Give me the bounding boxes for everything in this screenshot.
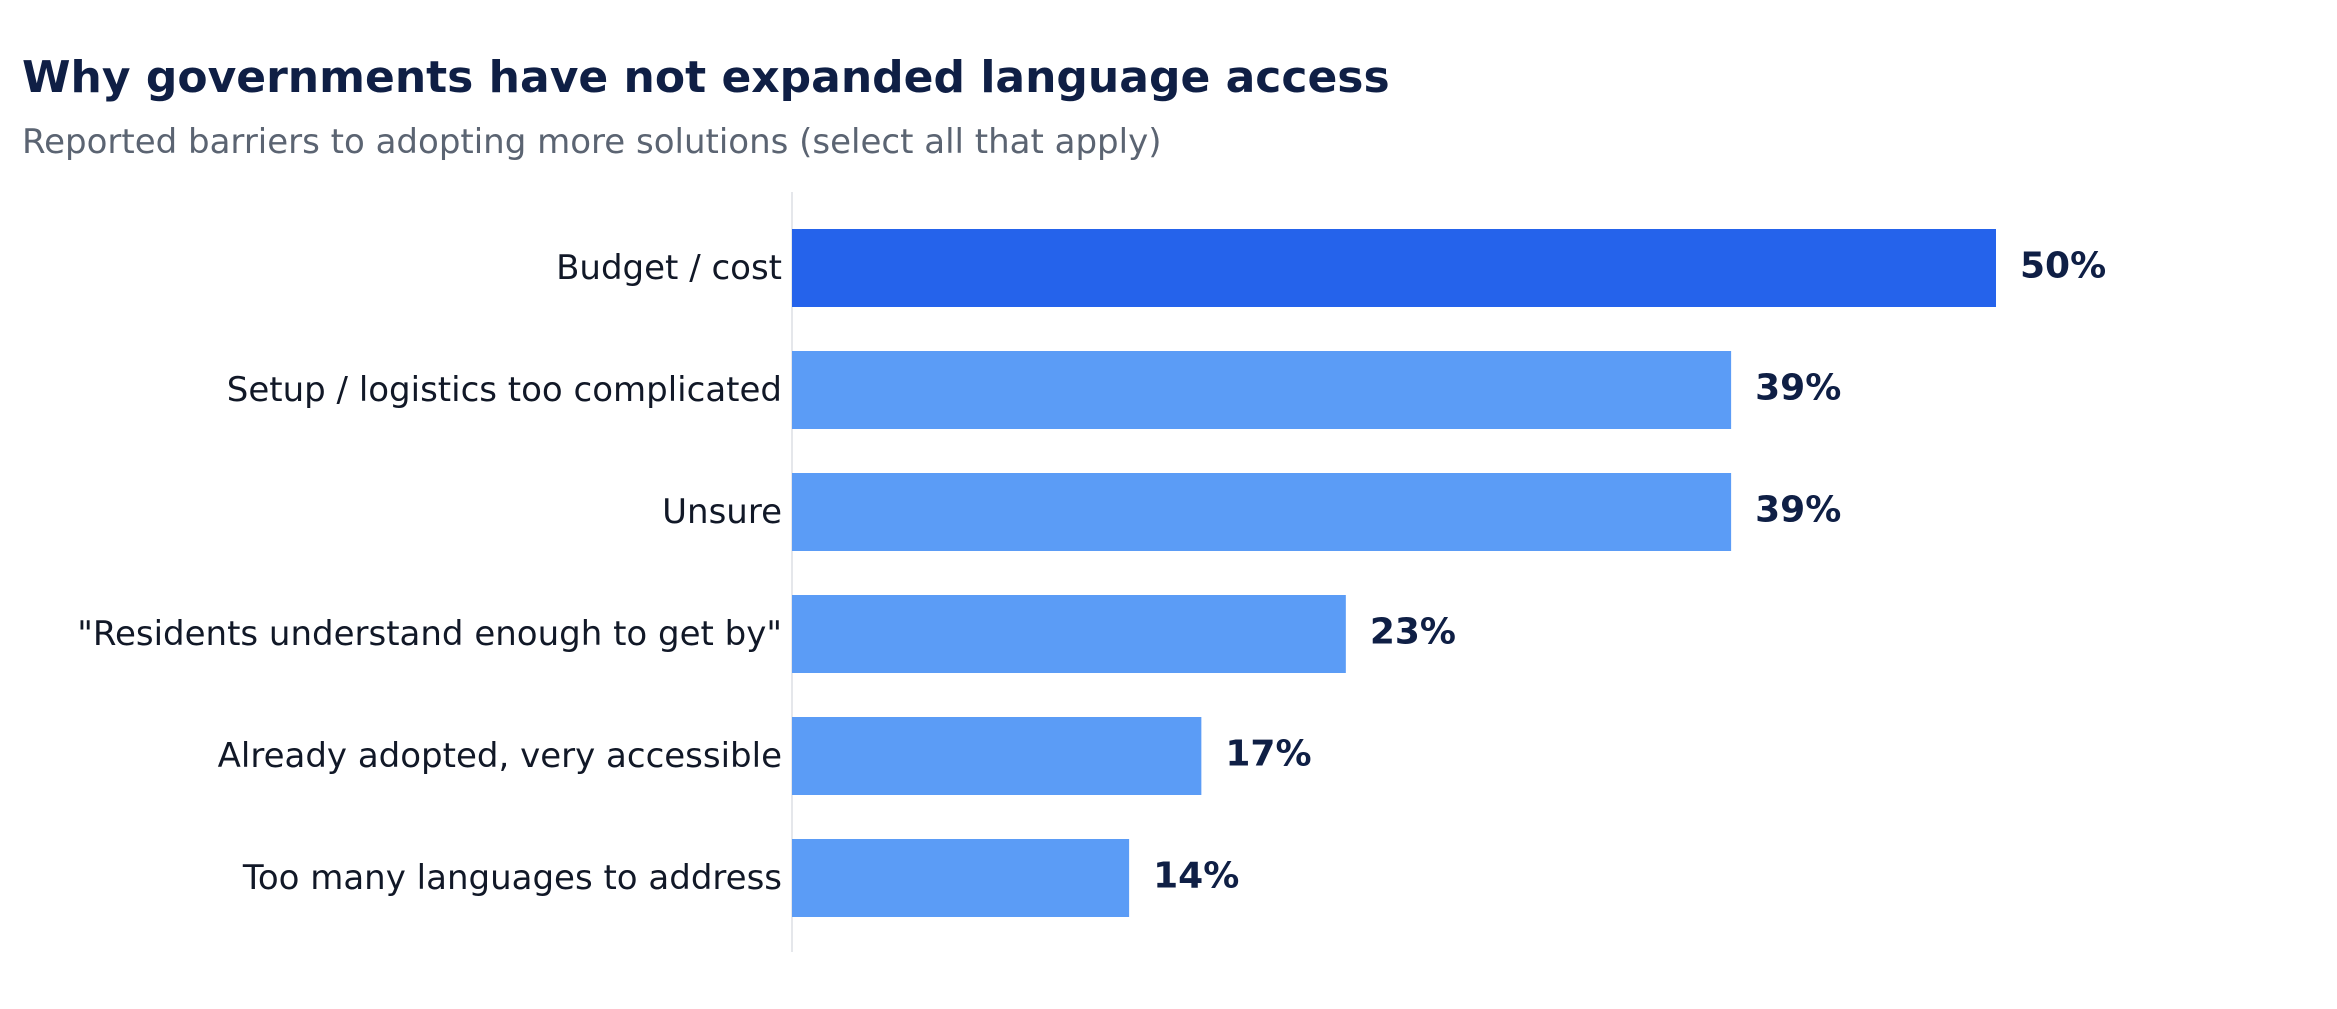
chart-subtitle: Reported barriers to adopting more solut… (22, 122, 1162, 162)
category-label: Already adopted, very accessible (218, 736, 782, 776)
value-label: 39% (1755, 368, 1841, 409)
bar (792, 717, 1202, 795)
chart-title: Why governments have not expanded langua… (22, 52, 1390, 103)
value-label: 17% (1225, 734, 1311, 775)
bar (792, 473, 1732, 551)
bar (792, 595, 1346, 673)
value-label: 50% (2020, 246, 2106, 287)
bar (792, 839, 1130, 917)
value-label: 39% (1755, 490, 1841, 531)
category-label: Too many languages to address (242, 858, 782, 898)
bar (792, 351, 1732, 429)
category-label: Unsure (662, 492, 782, 532)
value-label: 23% (1370, 612, 1456, 653)
category-label: "Residents understand enough to get by" (77, 614, 782, 654)
bars-group: Budget / cost 50% Setup / logistics too co… (77, 229, 2106, 917)
value-label: 14% (1153, 856, 1239, 897)
bar (792, 229, 1996, 307)
category-label: Budget / cost (556, 248, 782, 288)
category-label: Setup / logistics too complicated (227, 370, 782, 410)
